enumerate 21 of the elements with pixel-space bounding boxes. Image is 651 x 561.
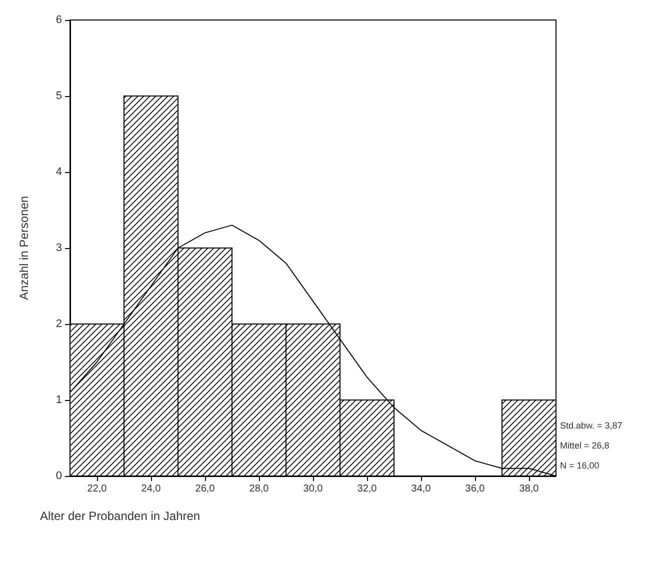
- y-tick-label: 5: [56, 90, 62, 102]
- y-tick-label: 1: [56, 394, 62, 406]
- x-tick-label: 30,0: [303, 484, 324, 494]
- y-tick-label: 3: [56, 242, 62, 254]
- x-tick-label: 24,0: [141, 484, 162, 494]
- y-tick-label: 6: [56, 14, 62, 26]
- x-tick-label: 34,0: [411, 484, 432, 494]
- y-axis-title: Anzahl in Personen: [17, 196, 31, 300]
- x-tick-label: 32,0: [357, 484, 378, 494]
- x-tick-label: 38,0: [519, 484, 540, 494]
- y-tick-label: 2: [56, 318, 62, 330]
- text: Std.abw. = 3,87: [560, 420, 622, 430]
- x-tick-label: 26,0: [195, 484, 216, 494]
- text: N = 16,00: [560, 460, 600, 470]
- text: Mittel = 26,8: [560, 440, 610, 450]
- x-tick-label: 36,0: [465, 484, 486, 494]
- x-tick-label: 28,0: [249, 484, 270, 494]
- y-tick-label: 4: [56, 166, 62, 178]
- y-tick-label: 0: [56, 470, 62, 482]
- x-tick-label: 22,0: [87, 484, 108, 494]
- x-axis-title: Alter der Probanden in Jahren: [40, 509, 200, 523]
